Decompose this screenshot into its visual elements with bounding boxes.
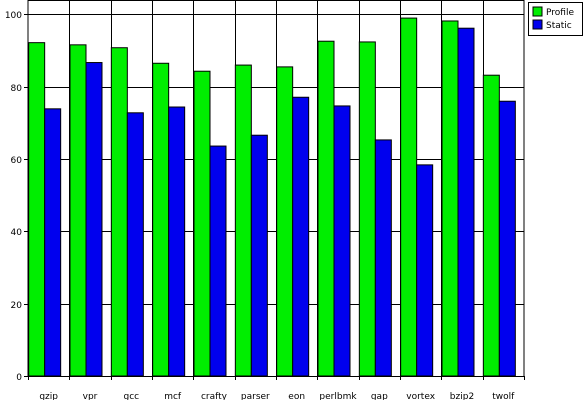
x-tick-label: perlbmk xyxy=(319,392,357,400)
legend-label-profile: Profile xyxy=(546,8,574,18)
bar-static-bzip2 xyxy=(457,27,475,377)
bar-profile-gzip xyxy=(28,42,46,377)
bar-static-crafty xyxy=(209,145,227,377)
bar-static-perlbmk xyxy=(333,105,351,377)
bar-static-gzip xyxy=(44,108,62,377)
legend-swatch-static xyxy=(532,19,543,30)
bar-profile-crafty xyxy=(193,70,211,377)
x-tick-label: bzip2 xyxy=(450,392,474,400)
x-tick-label: gcc xyxy=(124,392,140,400)
legend-swatch-profile xyxy=(532,6,543,17)
bar-static-mcf xyxy=(168,106,186,377)
x-tick-label: gzip xyxy=(39,392,58,400)
bar-profile-bzip2 xyxy=(441,20,459,377)
y-tick-label: 40 xyxy=(11,228,23,238)
x-tick-label: crafty xyxy=(201,392,228,400)
x-tick-label: gap xyxy=(371,392,388,400)
x-tick-label: mcf xyxy=(164,392,182,400)
x-tick-label: vortex xyxy=(406,392,435,400)
legend-label-static: Static xyxy=(546,21,572,31)
y-tick-label: 0 xyxy=(16,373,22,383)
bar-profile-gcc xyxy=(110,47,128,377)
bar-profile-eon xyxy=(276,66,294,377)
bar-profile-twolf xyxy=(482,74,500,377)
bar-static-gcc xyxy=(126,112,144,377)
legend: Profile Static xyxy=(528,2,583,36)
bars xyxy=(28,17,516,377)
x-tick-label: vpr xyxy=(83,392,98,400)
y-tick-label: 60 xyxy=(11,156,23,166)
bar-static-vpr xyxy=(85,62,103,377)
bar-static-vortex xyxy=(416,164,434,377)
bar-profile-vortex xyxy=(400,17,418,377)
axes: 0 20 40 60 80 100 gzip vpr gcc mcf crafty parser eon… xyxy=(5,11,525,400)
bar-profile-vpr xyxy=(69,44,87,377)
x-tick-label: eon xyxy=(288,392,305,400)
y-tick-label: 100 xyxy=(5,11,22,21)
bar-static-eon xyxy=(292,96,310,377)
bar-static-gap xyxy=(374,139,392,377)
bar-profile-perlbmk xyxy=(317,40,335,377)
bar-profile-parser xyxy=(234,64,252,377)
y-tick-label: 80 xyxy=(11,84,23,94)
bar-static-twolf xyxy=(498,100,516,377)
bar-static-parser xyxy=(250,134,268,377)
x-tick-label: twolf xyxy=(492,392,515,400)
x-tick-label: parser xyxy=(241,392,270,400)
bar-profile-gap xyxy=(358,41,376,377)
bar-profile-mcf xyxy=(152,62,170,377)
y-tick-label: 20 xyxy=(11,301,23,311)
